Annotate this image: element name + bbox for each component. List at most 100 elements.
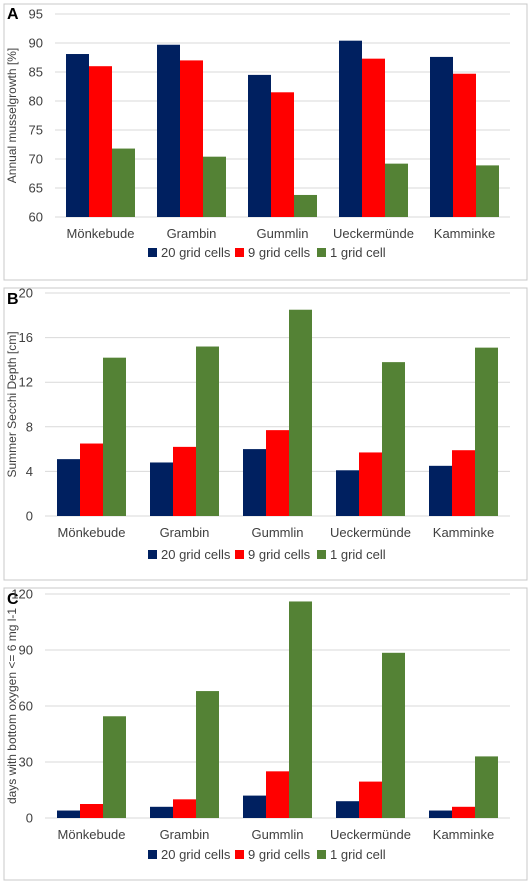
legend-swatch: [235, 550, 244, 559]
bar: [180, 60, 203, 218]
legend-swatch: [317, 550, 326, 559]
bar: [359, 452, 382, 516]
category-label: Kamminke: [433, 525, 494, 540]
bar: [476, 165, 499, 217]
category-label: Grambin: [160, 827, 210, 842]
panel-frame: [3, 287, 528, 581]
bar: [430, 56, 453, 217]
bar: [429, 810, 452, 818]
bar: [294, 194, 317, 217]
bar: [243, 449, 266, 516]
bar: [475, 347, 498, 516]
chart-panel-c: C 0 30 60 90 120 days with bottom oxygen <= 6 …: [0, 584, 529, 884]
category-label: Grambin: [160, 525, 210, 540]
y-tick-label: 90: [29, 36, 43, 51]
y-tick-label: 60: [29, 210, 43, 225]
legend-label: 20 grid cells: [161, 547, 231, 562]
bar: [150, 806, 173, 818]
chart-a-svg: A 60 65 70 75 80 85 90 95 Annual musselgrowth [%]…: [3, 3, 528, 281]
bar: [362, 58, 385, 217]
bar: [57, 810, 80, 818]
bar: [452, 806, 475, 818]
bar: [385, 163, 408, 217]
y-axis-label: Annual musselgrowth [%]: [5, 48, 19, 183]
legend-swatch: [317, 248, 326, 257]
bar: [336, 470, 359, 516]
bar: [429, 465, 452, 516]
bar: [266, 430, 289, 516]
bar: [80, 804, 103, 818]
y-tick-label: 70: [29, 152, 43, 167]
bar: [89, 66, 112, 217]
category-label: Ueckermünde: [333, 226, 414, 241]
category-label: Mönkebude: [67, 226, 135, 241]
bar: [452, 450, 475, 516]
y-tick-label: 8: [26, 419, 33, 434]
chart-b-svg: B 0 4 8 12 16 20 Summer Secchi Depth [cm] Mönkeb…: [3, 286, 528, 581]
legend-swatch: [235, 248, 244, 257]
bar: [271, 92, 294, 217]
legend-swatch: [148, 550, 157, 559]
y-tick-label: 30: [19, 755, 33, 770]
legend-swatch: [148, 248, 157, 257]
bar: [339, 40, 362, 218]
y-tick-label: 65: [29, 181, 43, 196]
legend-label: 20 grid cells: [161, 847, 231, 862]
y-tick-label: 120: [11, 587, 33, 602]
bar: [150, 462, 173, 516]
legend-swatch: [148, 850, 157, 859]
bar: [66, 54, 89, 217]
y-tick-label: 20: [19, 286, 33, 301]
category-label: Mönkebude: [58, 525, 126, 540]
bar: [173, 799, 196, 818]
y-tick-label: 75: [29, 123, 43, 138]
legend-swatch: [317, 850, 326, 859]
y-tick-label: 85: [29, 65, 43, 80]
chart-panel-a: A 60 65 70 75 80 85 90 95 Annual musselgrowth [%]…: [0, 0, 529, 284]
legend-label: 9 grid cells: [248, 847, 311, 862]
bar: [157, 44, 180, 217]
y-tick-label: 0: [26, 811, 33, 826]
bar: [243, 795, 266, 818]
y-tick-label: 16: [19, 330, 33, 345]
legend-label: 9 grid cells: [248, 547, 311, 562]
bar: [196, 691, 219, 818]
category-label: Kamminke: [433, 827, 494, 842]
y-tick-label: 60: [19, 699, 33, 714]
category-label: Gummlin: [251, 525, 303, 540]
chart-panel-b: B 0 4 8 12 16 20 Summer Secchi Depth [cm] Mönkeb…: [0, 284, 529, 584]
y-axis-label: days with bottom oxygen <= 6 mg l-1: [5, 608, 19, 804]
chart-c-svg: C 0 30 60 90 120 days with bottom oxygen <= 6 …: [3, 587, 528, 881]
bar: [336, 801, 359, 818]
bar: [289, 601, 312, 818]
bar: [103, 357, 126, 516]
legend-label: 1 grid cell: [330, 847, 386, 862]
legend-swatch: [235, 850, 244, 859]
bar: [248, 74, 271, 218]
bar: [80, 443, 103, 516]
y-tick-label: 0: [26, 509, 33, 524]
category-label: Mönkebude: [58, 827, 126, 842]
bar: [289, 309, 312, 516]
bar: [103, 716, 126, 818]
category-label: Ueckermünde: [330, 827, 411, 842]
y-tick-label: 90: [19, 643, 33, 658]
bar: [359, 781, 382, 818]
legend-label: 1 grid cell: [330, 245, 386, 260]
legend-label: 9 grid cells: [248, 245, 311, 260]
panel-letter: A: [7, 6, 19, 23]
category-label: Kamminke: [434, 226, 495, 241]
bar: [382, 652, 405, 818]
legend-label: 20 grid cells: [161, 245, 231, 260]
panel-frame: [3, 587, 528, 881]
y-tick-label: 95: [29, 7, 43, 22]
bar: [57, 459, 80, 516]
bar: [196, 346, 219, 516]
category-label: Gummlin: [251, 827, 303, 842]
bar: [173, 446, 196, 516]
y-axis-label: Summer Secchi Depth [cm]: [5, 331, 19, 477]
y-tick-label: 12: [19, 375, 33, 390]
panel-letter: B: [7, 291, 19, 308]
y-tick-label: 4: [26, 464, 33, 479]
bar: [453, 73, 476, 218]
